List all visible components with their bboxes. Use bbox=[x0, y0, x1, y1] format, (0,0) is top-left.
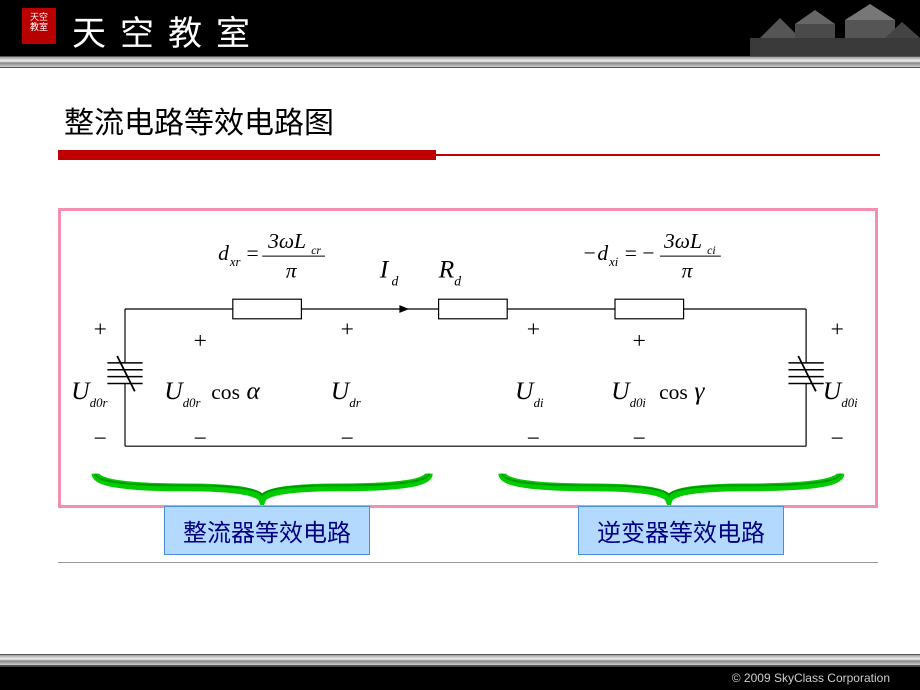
svg-text:cr: cr bbox=[311, 244, 321, 257]
svg-text:dr: dr bbox=[349, 396, 360, 410]
svg-text:α: α bbox=[247, 376, 261, 405]
svg-text:+: + bbox=[527, 316, 540, 342]
svg-text:−: − bbox=[633, 426, 646, 452]
svg-text:I: I bbox=[379, 255, 390, 284]
svg-text:d0r: d0r bbox=[90, 396, 108, 410]
svg-text:3ωL: 3ωL bbox=[663, 229, 702, 253]
svg-text:+: + bbox=[194, 328, 207, 354]
svg-text:U: U bbox=[331, 376, 351, 405]
svg-text:xr: xr bbox=[229, 255, 241, 269]
svg-text:d: d bbox=[454, 273, 461, 288]
header-divider bbox=[0, 56, 920, 68]
svg-text:π: π bbox=[286, 259, 298, 283]
svg-text:+: + bbox=[633, 328, 646, 354]
header-title: 天空教室 bbox=[72, 6, 264, 55]
svg-text:γ: γ bbox=[694, 376, 705, 405]
svg-text:d: d bbox=[218, 241, 229, 265]
svg-text:U: U bbox=[515, 376, 535, 405]
rectifier-label: 整流器等效电路 bbox=[164, 506, 370, 555]
header: 天空教室 天空教室 bbox=[0, 0, 920, 56]
svg-text:ci: ci bbox=[707, 244, 715, 257]
footer: © 2009 SkyClass Corporation bbox=[0, 654, 920, 690]
svg-text:−: − bbox=[527, 426, 540, 452]
logo-icon: 天空教室 bbox=[22, 8, 56, 44]
svg-text:π: π bbox=[682, 259, 694, 283]
bottom-divider bbox=[58, 562, 878, 563]
slide-title: 整流电路等效电路图 bbox=[64, 98, 880, 142]
svg-text:−: − bbox=[584, 241, 596, 265]
title-underline bbox=[58, 150, 880, 160]
svg-text:R: R bbox=[438, 255, 455, 284]
inverter-label: 逆变器等效电路 bbox=[578, 506, 784, 555]
svg-text:d0r: d0r bbox=[183, 396, 201, 410]
svg-text:+: + bbox=[341, 316, 354, 342]
svg-text:−: − bbox=[94, 426, 107, 452]
svg-text:−: − bbox=[831, 426, 844, 452]
svg-text:=: = bbox=[247, 241, 259, 265]
svg-text:U: U bbox=[823, 376, 843, 405]
svg-text:d: d bbox=[392, 273, 399, 288]
svg-text:U: U bbox=[611, 376, 631, 405]
svg-text:d0i: d0i bbox=[841, 396, 858, 410]
slide-content: 整流电路等效电路图 bbox=[0, 68, 920, 563]
svg-text:+: + bbox=[94, 316, 107, 342]
svg-text:−: − bbox=[194, 426, 207, 452]
svg-text:−: − bbox=[341, 426, 354, 452]
circuit-diagram: d xr = 3ωL cr π I d R d − d xi = − bbox=[58, 208, 878, 508]
svg-text:U: U bbox=[164, 376, 184, 405]
svg-text:U: U bbox=[71, 376, 91, 405]
svg-text:= −: = − bbox=[625, 241, 655, 265]
svg-text:xi: xi bbox=[608, 255, 619, 269]
copyright: © 2009 SkyClass Corporation bbox=[732, 671, 890, 685]
svg-text:cos: cos bbox=[211, 380, 240, 404]
svg-text:di: di bbox=[534, 396, 544, 410]
building-silhouette-icon bbox=[750, 0, 920, 56]
svg-text:d0i: d0i bbox=[630, 396, 647, 410]
svg-text:+: + bbox=[831, 316, 844, 342]
svg-text:d: d bbox=[597, 241, 608, 265]
svg-text:3ωL: 3ωL bbox=[267, 229, 306, 253]
svg-text:cos: cos bbox=[659, 380, 688, 404]
